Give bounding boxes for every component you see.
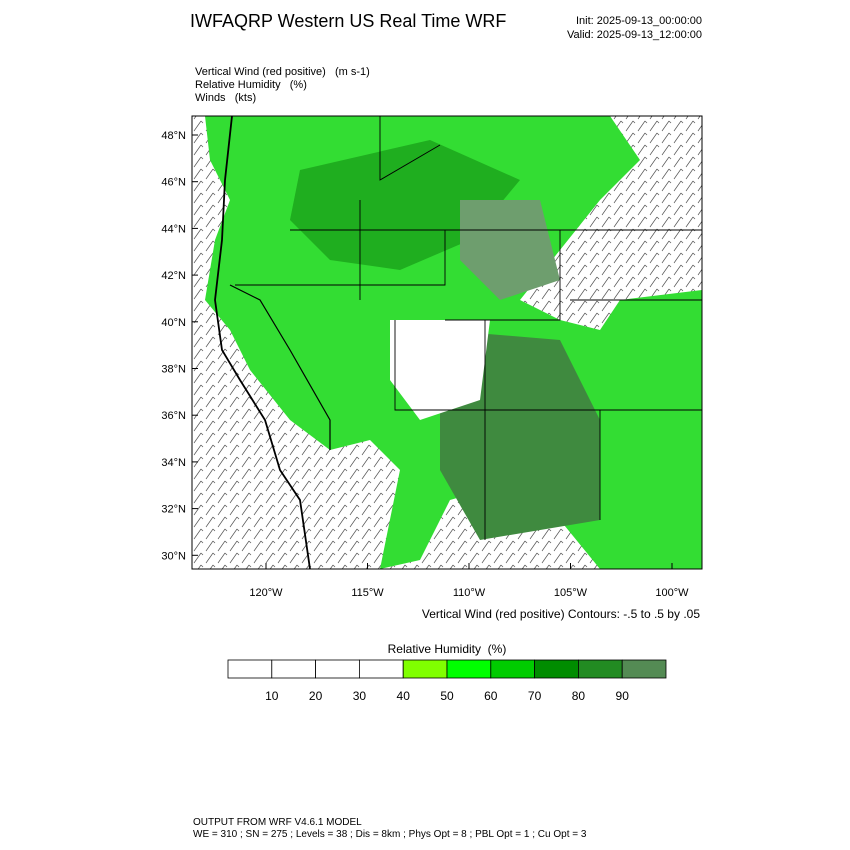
dry-area	[390, 320, 490, 420]
state-border	[229, 284, 331, 450]
colorbar-box	[534, 659, 579, 679]
field-label: Winds (kts)	[195, 92, 256, 104]
colorbar-label: 30	[353, 689, 367, 703]
lon-label: 105°W	[554, 587, 588, 599]
init-time: Init: 2025-09-13_00:00:00	[576, 15, 702, 27]
colorbar-title: Relative Humidity (%)	[388, 642, 507, 656]
footer-line: WE = 310 ; SN = 275 ; Levels = 38 ; Dis …	[193, 829, 587, 840]
colorbar: 10 20 30 40 50 60 70 80 90	[227, 659, 667, 703]
lat-label: 30°N	[161, 550, 186, 562]
lat-label: 38°N	[161, 364, 186, 376]
lat-label: 32°N	[161, 504, 186, 516]
colorbar-box	[490, 659, 535, 679]
colorbar-box	[358, 659, 404, 679]
axis-labels: 48°N 46°N 44°N 42°N 40°N 38°N 36°N 34°N 32°N 30°N…	[161, 130, 689, 599]
lat-label: 48°N	[161, 130, 186, 142]
lat-label: 44°N	[161, 223, 186, 235]
title: IWFAQRP Western US Real Time WRF	[190, 11, 506, 31]
lon-label: 110°W	[453, 587, 486, 599]
colorbar-box	[446, 659, 492, 679]
map-frame	[191, 115, 703, 570]
lat-label: 34°N	[161, 457, 186, 469]
coastline	[214, 116, 311, 569]
humidity-area	[460, 200, 560, 300]
colorbar-label: 10	[265, 689, 279, 703]
lat-label: 36°N	[161, 410, 186, 422]
colorbar-label: 80	[572, 689, 586, 703]
colorbar-box	[621, 659, 667, 679]
lon-label: 115°W	[351, 587, 384, 599]
colorbar-box	[315, 659, 360, 679]
colorbar-box	[227, 659, 273, 679]
state-border	[379, 116, 441, 181]
lat-label: 42°N	[161, 270, 186, 282]
lon-label: 120°W	[249, 587, 283, 599]
lon-label: 100°W	[655, 587, 689, 599]
colorbar-box	[271, 659, 316, 679]
state-border	[235, 200, 702, 540]
colorbar-box	[402, 659, 448, 679]
valid-time: Valid: 2025-09-13_12:00:00	[567, 29, 702, 41]
footer-line: OUTPUT FROM WRF V4.6.1 MODEL	[193, 817, 362, 828]
colorbar-label: 20	[309, 689, 323, 703]
field-label: Relative Humidity (%)	[195, 79, 307, 91]
field-label: Vertical Wind (red positive) (m s-1)	[195, 66, 370, 78]
contour-caption: Vertical Wind (red positive) Contours: -…	[422, 607, 700, 621]
colorbar-label: 40	[397, 689, 411, 703]
colorbar-label: 60	[484, 689, 498, 703]
colorbar-label: 90	[616, 689, 630, 703]
colorbar-box	[578, 659, 623, 679]
colorbar-label: 50	[440, 689, 454, 703]
lat-label: 40°N	[161, 317, 186, 329]
colorbar-label: 70	[528, 689, 542, 703]
lat-label: 46°N	[161, 177, 186, 189]
map	[192, 116, 702, 569]
